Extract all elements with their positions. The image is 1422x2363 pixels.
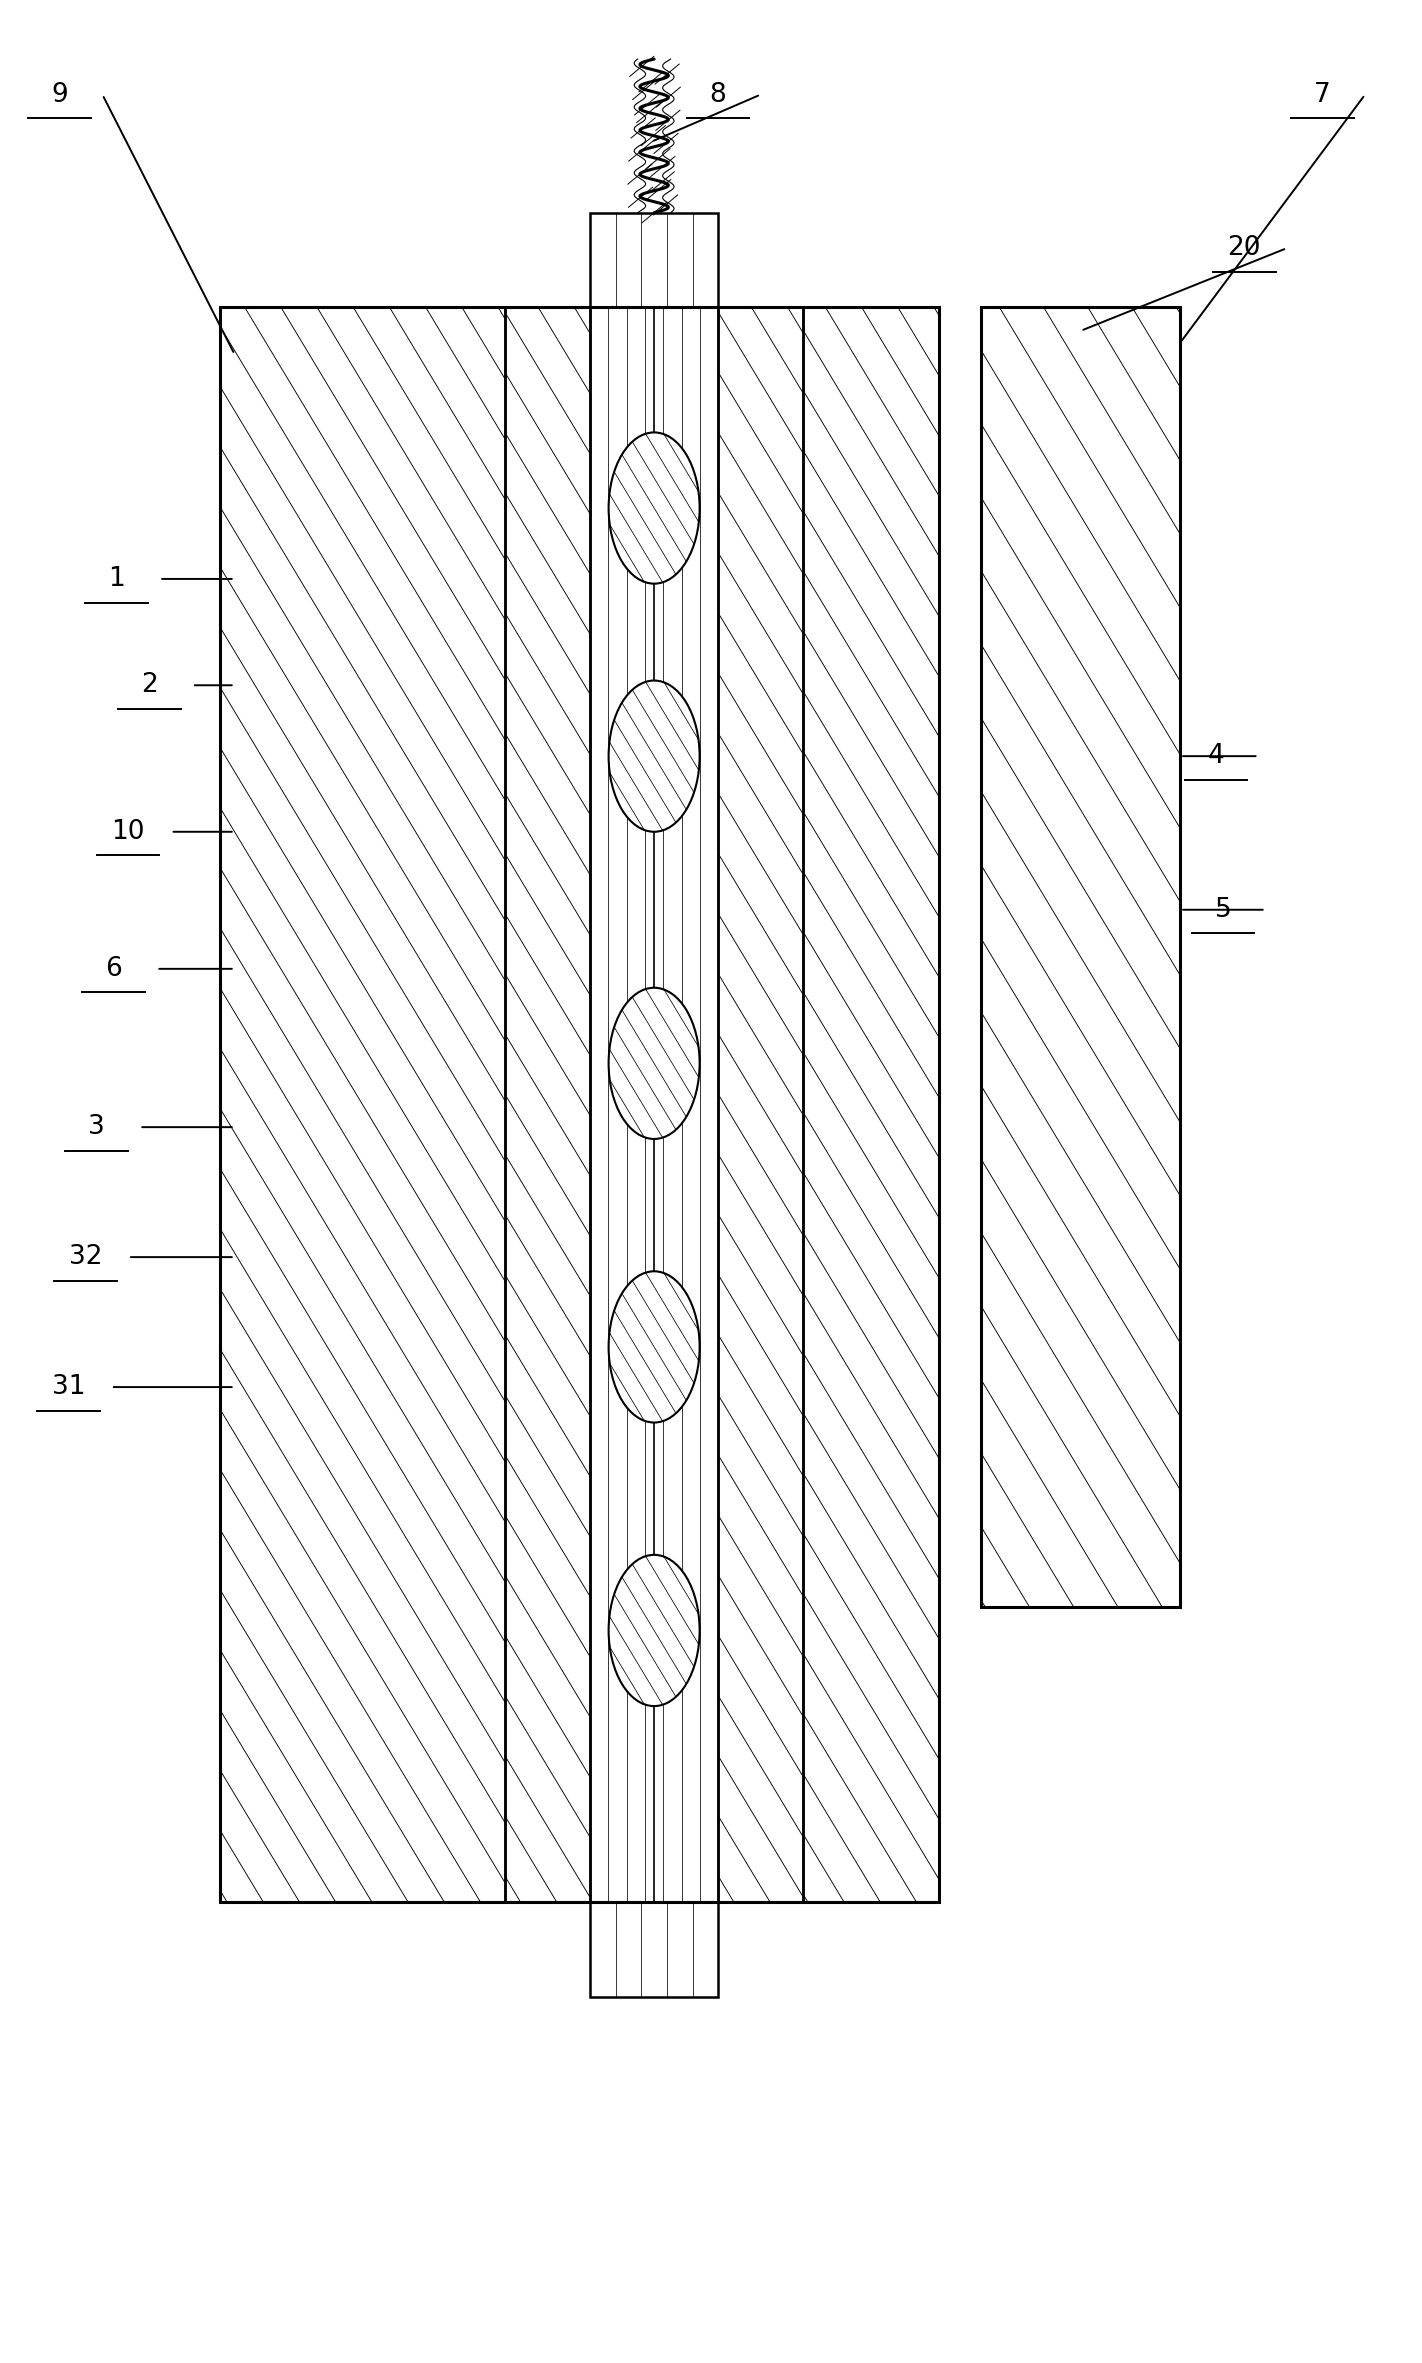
Bar [590,1902,718,1997]
Circle shape [609,988,700,1139]
Text: 1: 1 [108,565,125,593]
Bar [590,1902,718,1997]
Text: 10: 10 [111,818,145,846]
Text: 6: 6 [105,955,122,983]
Bar [981,307,1180,1607]
Circle shape [609,681,700,832]
Text: 7: 7 [1314,80,1331,109]
Circle shape [609,1271,700,1423]
Bar [981,307,1180,1607]
Text: 8: 8 [710,80,727,109]
Bar [590,213,718,307]
Text: 20: 20 [1227,234,1261,262]
Circle shape [609,432,700,584]
Circle shape [609,1555,700,1706]
Text: 9: 9 [51,80,68,109]
Bar [220,307,939,1902]
Text: 3: 3 [88,1113,105,1141]
Text: 2: 2 [141,671,158,699]
Bar [220,307,939,1902]
Text: 5: 5 [1214,896,1231,924]
Bar [590,213,718,307]
Bar [590,307,718,1902]
Text: 32: 32 [68,1243,102,1271]
Text: 31: 31 [51,1373,85,1401]
Text: 4: 4 [1207,742,1224,770]
